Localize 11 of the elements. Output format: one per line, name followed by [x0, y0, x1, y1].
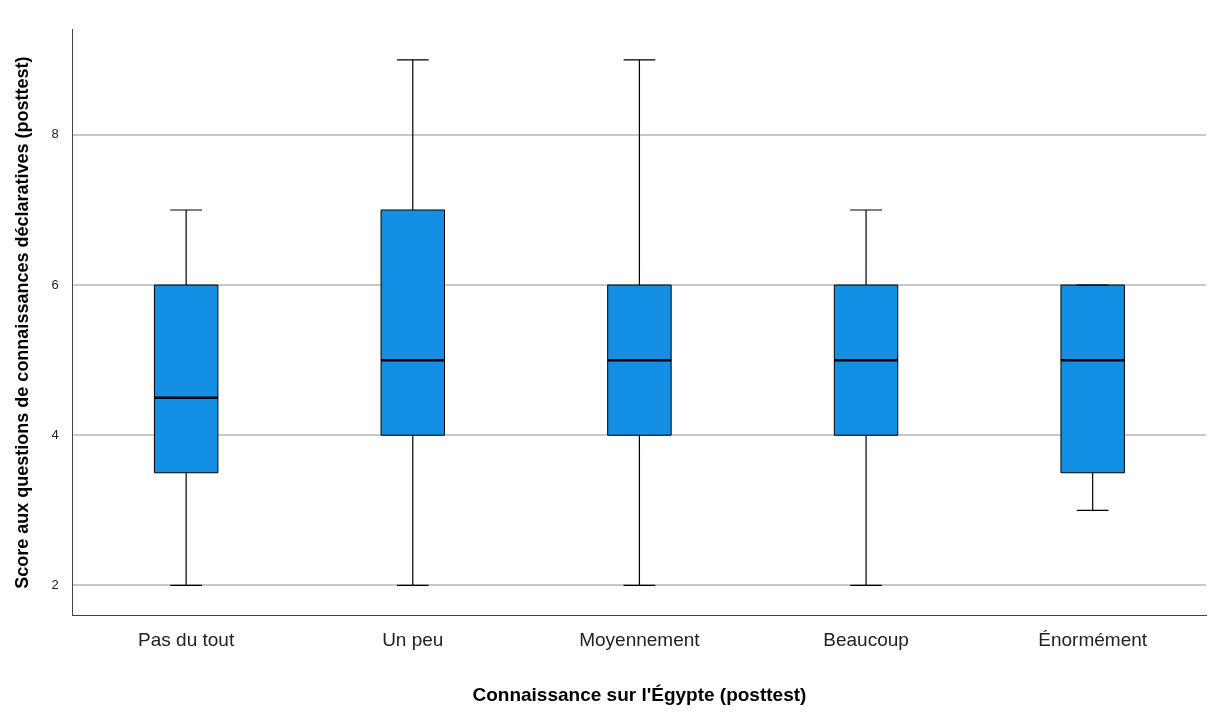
y-tick-label: 2: [51, 576, 59, 592]
x-axis-title: Connaissance sur l'Égypte (posttest): [472, 683, 807, 705]
y-tick-label: 6: [51, 276, 59, 292]
x-tick-label: Moyennement: [579, 629, 701, 651]
x-tick-label: Beaucoup: [823, 629, 909, 651]
x-tick-label: Énormément: [1038, 629, 1148, 651]
x-tick-label: Pas du tout: [138, 629, 235, 651]
y-axis-title: Score aux questions de connaissances déclaratives (posttest): [11, 56, 32, 589]
y-tick-label: 8: [51, 126, 59, 142]
x-tick-label: Un peu: [382, 629, 444, 651]
y-tick-label: 4: [51, 426, 59, 442]
